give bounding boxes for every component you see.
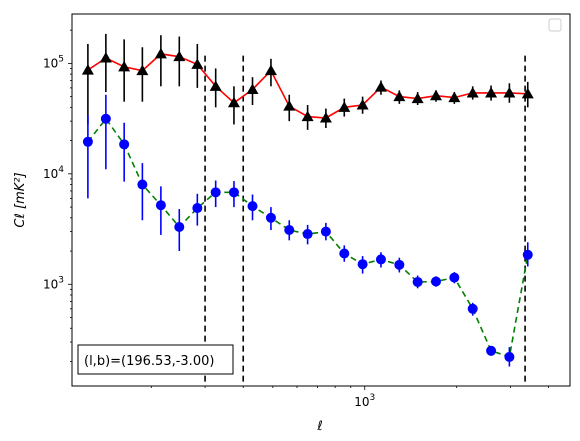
data-point — [486, 345, 497, 356]
data-point — [228, 187, 239, 198]
data-point — [210, 187, 221, 198]
data-point — [521, 87, 534, 99]
data-point — [467, 303, 478, 314]
data-point — [155, 200, 166, 211]
data-point — [81, 64, 94, 75]
data-point — [338, 101, 351, 112]
data-point — [100, 113, 111, 124]
data-point — [173, 50, 186, 62]
data-point — [247, 201, 258, 212]
data-point — [485, 86, 498, 98]
axis-ticks — [68, 29, 550, 390]
annotation-box — [77, 344, 234, 375]
data-point — [412, 276, 423, 287]
plot-frame — [71, 13, 571, 387]
data-point — [339, 248, 350, 259]
data-point — [302, 229, 313, 240]
tick-labels: 103 104 105 103 — [43, 54, 375, 409]
series-2 — [82, 94, 533, 367]
data-point — [137, 179, 148, 190]
data-point — [283, 100, 296, 111]
data-point — [301, 110, 314, 122]
x-axis-label: ℓ — [316, 419, 322, 434]
data-point — [411, 92, 424, 104]
data-point — [356, 99, 369, 110]
y-tick-label: 104 — [43, 165, 64, 181]
data-point — [119, 139, 130, 150]
series-1 — [81, 33, 534, 130]
data-point — [449, 272, 460, 283]
data-point — [357, 259, 368, 270]
data-point — [319, 112, 332, 123]
data-point — [209, 80, 222, 91]
data-point — [466, 86, 479, 98]
data-point — [227, 96, 240, 108]
data-point — [504, 351, 515, 362]
data-point — [394, 259, 405, 270]
series-layer — [81, 33, 534, 367]
data-point — [374, 81, 387, 92]
data-point — [448, 91, 461, 103]
data-point — [136, 64, 149, 76]
data-point — [430, 276, 441, 287]
data-point — [393, 90, 406, 102]
data-point — [118, 60, 131, 72]
x-tick-label: 103 — [354, 393, 375, 409]
data-point — [265, 212, 276, 223]
y-tick-label: 105 — [43, 54, 64, 70]
data-point — [191, 58, 204, 69]
vertical-lines — [204, 55, 526, 386]
data-point — [522, 249, 533, 260]
data-point — [246, 83, 259, 95]
annotation-text: (l,b)=(196.53,-3.00) — [84, 354, 214, 369]
data-point — [99, 51, 112, 63]
data-point — [320, 226, 331, 237]
data-point — [503, 86, 516, 98]
data-point — [82, 136, 93, 147]
data-point — [264, 64, 277, 76]
y-tick-label: 103 — [43, 275, 64, 291]
data-point — [284, 225, 295, 236]
y-axis-label: Cℓ [mK²] — [13, 172, 28, 227]
data-point — [429, 89, 442, 101]
data-point — [174, 222, 185, 233]
data-point — [192, 203, 203, 214]
data-point — [375, 254, 386, 265]
data-point — [154, 47, 167, 59]
legend-box — [548, 18, 562, 32]
